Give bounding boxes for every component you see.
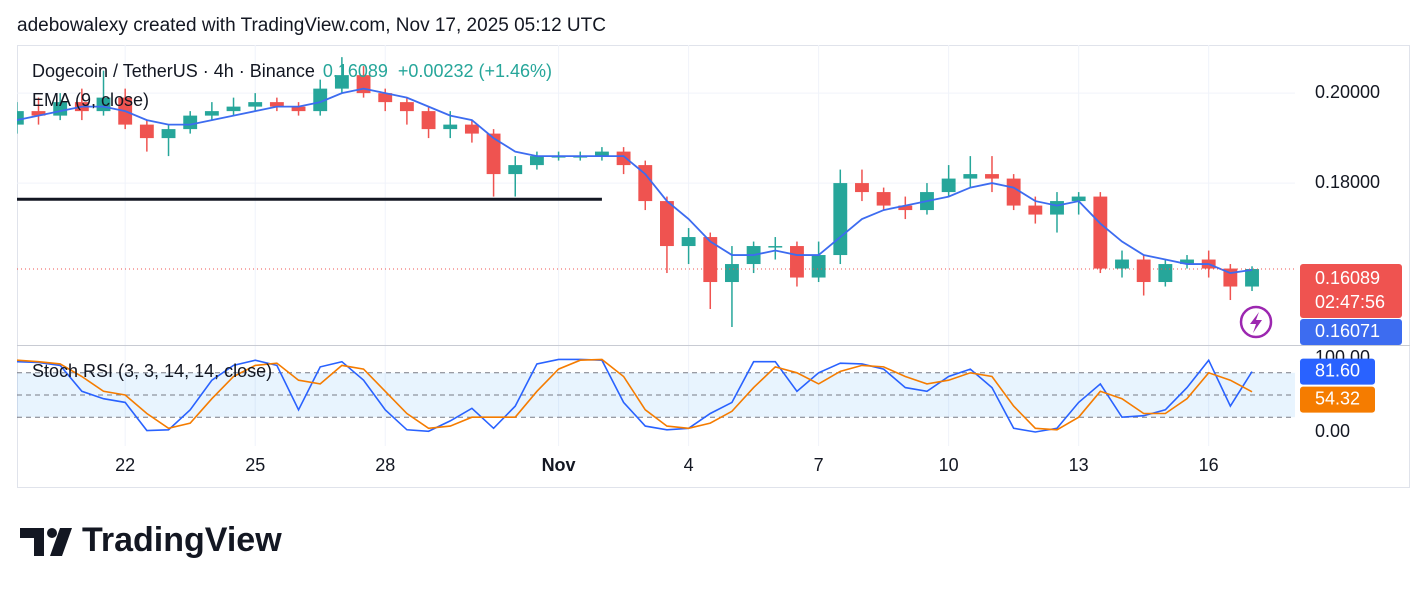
legend: Dogecoin / TetherUS · 4h · Binance 0.160… [32, 61, 552, 381]
x-tick-label: 13 [1069, 455, 1089, 475]
x-tick-label: 4 [684, 455, 694, 475]
candle-body [1050, 201, 1064, 215]
candle-body [486, 133, 501, 175]
price-badge [1300, 264, 1402, 319]
candle-body [313, 88, 328, 112]
candle-body [183, 115, 198, 130]
x-tick-label: 7 [814, 455, 824, 475]
candle-body [204, 111, 219, 116]
candle-body [17, 111, 24, 125]
stoch-badge-label: 54.32 [1315, 388, 1360, 408]
x-tick-label: 25 [245, 455, 265, 475]
x-tick-label: Nov [542, 455, 576, 475]
stoch-badge [1300, 386, 1375, 413]
candle-body [1093, 196, 1108, 269]
tradingview-logo: TradingView [20, 521, 282, 559]
stoch-badge-label: 81.60 [1315, 360, 1360, 380]
candle-body [616, 151, 631, 166]
price-pane [17, 45, 1295, 345]
candle-body [1158, 264, 1173, 283]
y-tick-label: 0.20000 [1315, 82, 1380, 102]
candle-body [594, 151, 609, 157]
price-change: +0.00232 (+1.46%) [398, 61, 552, 81]
candle-body [1180, 259, 1194, 265]
oscillator-pane [17, 346, 1295, 446]
candle-body [985, 174, 999, 179]
candle-body [399, 102, 414, 112]
candle-body [508, 165, 523, 175]
ema-legend: EMA (9, close) [32, 90, 149, 110]
candle-body [226, 106, 241, 112]
candle-body [1115, 259, 1129, 269]
x-tick-label: 28 [375, 455, 395, 475]
candle-body [529, 156, 544, 166]
candle-body [638, 165, 653, 202]
candle-body [269, 102, 284, 107]
stoch-line [17, 358, 1253, 433]
candle-body [1245, 269, 1259, 287]
candle-body [876, 192, 891, 206]
candle-body [161, 129, 176, 139]
candle-body [898, 205, 913, 211]
candle-body [725, 264, 739, 283]
attribution: adebowalexy created with TradingView.com… [17, 15, 606, 36]
candle-body [464, 124, 479, 134]
chart-frame [17, 45, 1410, 488]
logo-text: TradingView [82, 521, 282, 559]
candle-body [1028, 205, 1043, 215]
candle-body [790, 246, 804, 278]
candle-body [941, 178, 956, 193]
stoch-badge [1300, 358, 1375, 385]
stoch-legend: Stoch RSI (3, 3, 14, 14, close) [32, 361, 272, 381]
ema-badge [1300, 319, 1402, 346]
y-tick-label: 0.18000 [1315, 172, 1380, 192]
last-price: 0.16089 [323, 61, 388, 81]
symbol-title: Dogecoin / TetherUS · 4h · Binance [32, 61, 315, 81]
candle-body [660, 201, 674, 247]
candle-body [291, 106, 306, 112]
candle-body [31, 111, 46, 116]
candle-body [139, 124, 154, 139]
candle-body [681, 237, 696, 247]
ema-line [17, 87, 1253, 274]
candle-body [421, 111, 436, 130]
candle-body [811, 255, 826, 278]
x-tick-label: 22 [115, 455, 135, 475]
candle-body [855, 183, 869, 193]
candle-body [334, 75, 349, 89]
x-tick-label: 10 [939, 455, 959, 475]
candle-body [1071, 196, 1086, 202]
candle-body [833, 183, 848, 256]
y-tick-label: 0.00 [1315, 421, 1350, 441]
alert-icon[interactable] [1239, 305, 1273, 339]
candle-body [768, 246, 783, 248]
x-tick-label: 16 [1199, 455, 1219, 475]
candle-body [1136, 259, 1151, 283]
axes: 22 25 28 Nov 4 7 10 13 160.200000.18000100.000.0… [115, 82, 1402, 475]
candle-body [1006, 178, 1021, 206]
candle-body [963, 174, 978, 179]
price-badge-label: 0.16089 [1315, 268, 1380, 288]
candle-body [443, 124, 458, 130]
countdown: 02:47:56 [1315, 292, 1385, 312]
candle-body [248, 102, 263, 107]
stoch-line [17, 358, 1253, 431]
candle-body [378, 93, 393, 103]
ema-badge-label: 0.16071 [1315, 321, 1380, 341]
candle-body [703, 237, 718, 283]
